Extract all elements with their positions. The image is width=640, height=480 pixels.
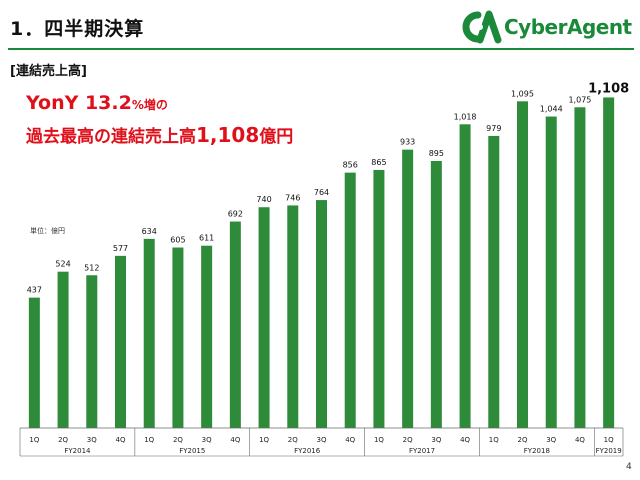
- x-tick-label: 2Q: [288, 436, 298, 444]
- bar: [459, 124, 471, 429]
- bar: [229, 221, 241, 428]
- bar: [86, 275, 98, 428]
- headline-growth-value: YonY 13.2: [26, 92, 132, 114]
- bar-value-label: 1,075: [568, 95, 591, 104]
- bar: [316, 200, 327, 428]
- brand-logo: CyberAgent: [458, 10, 636, 44]
- page-number: 4: [626, 462, 632, 472]
- headline-record-unit: 億円: [259, 127, 294, 147]
- bar-value-label: 524: [55, 260, 70, 269]
- headline-growth: YonY 13.2%増の: [26, 92, 168, 114]
- x-tick-label: 1Q: [29, 436, 39, 444]
- bar: [402, 149, 414, 428]
- fiscal-year-label: FY2017: [409, 447, 435, 455]
- fiscal-year-label: FY2016: [294, 447, 321, 455]
- x-tick-label: 2Q: [403, 436, 413, 444]
- bar: [545, 116, 557, 428]
- x-tick-label: 3Q: [202, 436, 212, 444]
- bar-value-label: 605: [170, 236, 185, 245]
- bar: [143, 238, 155, 428]
- headline-record-value: 1,108: [196, 123, 260, 147]
- bar-value-label: 740: [256, 195, 271, 204]
- x-tick-label: 2Q: [173, 436, 183, 444]
- bar: [172, 247, 184, 428]
- x-tick-label: 1Q: [374, 436, 384, 444]
- bar: [574, 107, 586, 429]
- x-tick-label: 3Q: [431, 436, 441, 444]
- title-divider: [8, 48, 634, 50]
- bar: [28, 297, 40, 428]
- x-tick-label: 2Q: [58, 436, 68, 444]
- bar-value-label: 856: [343, 161, 358, 170]
- bar-value-label: 1,108: [588, 81, 629, 96]
- unit-label: 単位：億円: [30, 227, 65, 235]
- bar: [115, 255, 126, 428]
- x-tick-label: 1Q: [604, 436, 614, 444]
- x-tick-label: 3Q: [87, 436, 97, 444]
- x-tick-label: 2Q: [518, 436, 528, 444]
- bar-value-label: 746: [285, 193, 300, 202]
- bar-value-label: 611: [199, 234, 214, 243]
- bar: [603, 97, 615, 429]
- x-tick-label: 4Q: [345, 436, 355, 444]
- x-tick-label: 4Q: [575, 436, 585, 444]
- bar-value-label: 933: [400, 138, 415, 147]
- x-tick-label: 1Q: [259, 436, 269, 444]
- fiscal-year-label: FY2014: [64, 447, 91, 455]
- bar-value-label: 1,095: [511, 89, 534, 98]
- bar: [373, 169, 385, 429]
- x-tick-label: 3Q: [317, 436, 327, 444]
- cyberagent-logo-icon: [462, 10, 502, 44]
- x-tick-label: 3Q: [546, 436, 556, 444]
- headline-record: 過去最高の連結売上高1,108億円: [26, 122, 293, 147]
- bar: [57, 271, 69, 428]
- bar: [344, 172, 356, 428]
- bar-value-label: 1,018: [454, 112, 477, 121]
- headline-growth-suffix: %増の: [131, 98, 168, 112]
- bar-value-label: 979: [486, 124, 501, 133]
- bar-value-label: 865: [371, 158, 386, 167]
- bar: [201, 245, 213, 428]
- bar-value-label: 437: [27, 286, 42, 295]
- bar-value-label: 895: [429, 149, 444, 158]
- fiscal-year-label: FY2019: [596, 447, 622, 455]
- bar: [258, 207, 270, 428]
- bar: [517, 101, 528, 428]
- bar: [488, 135, 500, 428]
- bar-value-label: 512: [84, 263, 99, 272]
- section-label: [連結売上高]: [10, 64, 87, 79]
- bar-value-label: 1,044: [540, 105, 563, 114]
- brand-name: CyberAgent: [504, 15, 632, 39]
- bar: [287, 205, 299, 428]
- x-tick-label: 4Q: [230, 436, 240, 444]
- x-tick-label: 1Q: [489, 436, 499, 444]
- x-tick-label: 4Q: [460, 436, 470, 444]
- bar-value-label: 764: [314, 188, 329, 197]
- bar-value-label: 692: [228, 210, 243, 219]
- fiscal-year-label: FY2015: [179, 447, 205, 455]
- x-tick-label: 4Q: [116, 436, 126, 444]
- fiscal-year-label: FY2018: [524, 447, 550, 455]
- page-title: 1．四半期決算: [10, 18, 145, 40]
- x-tick-label: 1Q: [144, 436, 154, 444]
- headline-record-text: 過去最高の連結売上高: [26, 127, 196, 147]
- bar: [430, 160, 442, 428]
- bar-value-label: 634: [142, 227, 157, 236]
- bar-value-label: 577: [113, 244, 128, 253]
